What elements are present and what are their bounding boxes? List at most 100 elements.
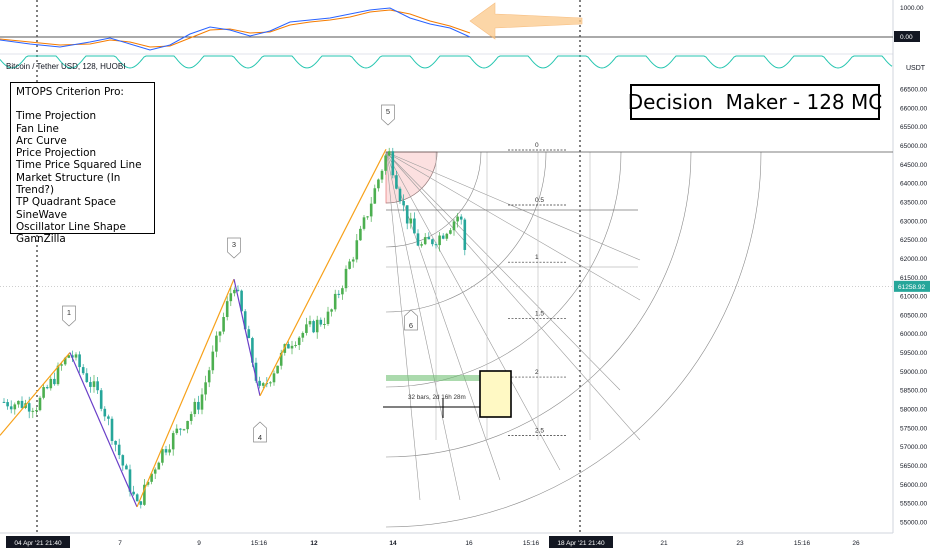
criteria-item: Time Price Squared Line — [16, 159, 142, 172]
candle-body — [143, 484, 146, 505]
price-tick-label: 65500.00 — [900, 124, 927, 131]
candle — [441, 233, 445, 240]
indicator-pane: 1000.00 0.00 — [0, 2, 924, 69]
arc-curve — [385, 151, 547, 313]
price-tick-label: 55000.00 — [900, 520, 927, 527]
oscillator-main-line — [0, 7, 471, 51]
price-zone — [386, 375, 492, 381]
time-tick-label: 14 — [389, 540, 397, 547]
candle — [103, 406, 107, 422]
candle-body — [63, 357, 67, 365]
price-tick-label: 64500.00 — [900, 162, 927, 169]
price-tick-label: 62500.00 — [900, 237, 927, 244]
current-price-tag — [894, 280, 930, 292]
callout-text: 4 — [258, 433, 262, 442]
fib-level-label: 1 — [535, 254, 539, 261]
candle-body — [387, 151, 391, 156]
candle-body — [391, 151, 395, 176]
candle-body — [369, 203, 373, 217]
candle-body — [463, 219, 467, 250]
candle-body — [146, 481, 150, 485]
candle — [236, 285, 240, 292]
candle-body — [362, 217, 366, 229]
candle — [323, 317, 326, 329]
candle — [290, 340, 294, 355]
candle — [222, 312, 225, 335]
time-tick-label: 23 — [736, 540, 744, 547]
decision-maker-box[interactable]: Decision Maker - 128 MC — [628, 84, 882, 120]
wave-label: 4 — [253, 421, 267, 443]
price-tick-label: 58500.00 — [900, 388, 927, 395]
candle-body — [459, 216, 463, 220]
price-tick-label: 66000.00 — [900, 105, 927, 112]
time-tick-label: 7 — [118, 540, 122, 547]
candle — [348, 258, 351, 270]
candle-body — [215, 335, 218, 352]
fan-line — [385, 151, 501, 481]
candle — [204, 375, 207, 401]
candle — [31, 407, 35, 419]
candle — [6, 399, 9, 410]
candle-body — [168, 449, 171, 453]
candle — [261, 381, 265, 389]
candle — [258, 376, 261, 389]
candle-body — [233, 289, 236, 294]
candle — [272, 370, 276, 386]
candle — [240, 289, 243, 313]
candle-body — [92, 381, 96, 387]
candle-body — [355, 240, 359, 260]
candle-body — [416, 233, 420, 246]
candle — [233, 287, 236, 297]
time-tick-label: 26 — [852, 540, 860, 547]
callout-shape — [227, 237, 241, 259]
candle — [377, 178, 380, 192]
candle-body — [344, 268, 348, 289]
time-tick-label: 18 Apr '21 21:40 — [557, 540, 605, 547]
candle — [456, 213, 459, 228]
candle — [229, 287, 233, 307]
candle-body — [333, 293, 337, 310]
time-marker-tag — [6, 536, 70, 548]
candle — [81, 364, 85, 376]
candle-body — [182, 429, 186, 431]
price-tick-label: 59000.00 — [900, 369, 927, 376]
candle-body — [139, 501, 143, 505]
candle-body — [189, 414, 193, 421]
candle-body — [179, 428, 182, 430]
candle-body — [337, 293, 341, 295]
oscillator-signal-line — [0, 9, 471, 48]
candle — [351, 256, 355, 268]
candle — [125, 463, 128, 470]
candle — [135, 493, 139, 502]
candle — [2, 398, 6, 403]
callout-shape — [404, 309, 418, 331]
candle-body — [35, 410, 38, 412]
candle — [92, 375, 96, 393]
callout-text: 6 — [409, 321, 413, 330]
candle-body — [409, 218, 413, 224]
candle — [431, 238, 434, 247]
candle — [200, 388, 204, 415]
candle — [305, 317, 308, 336]
candle-body — [297, 337, 301, 346]
time-target-box — [479, 370, 512, 418]
callout-text: 5 — [386, 107, 390, 116]
candle — [42, 384, 45, 400]
candle-body — [272, 373, 276, 383]
criteria-box[interactable]: MTOPS Criterion Pro: Time Projection Fan… — [10, 82, 155, 245]
candle — [186, 420, 189, 434]
candle-body — [323, 323, 326, 325]
candle-body — [96, 381, 99, 391]
candle-body — [398, 188, 402, 201]
indicator-tick-label: 1000.00 — [900, 5, 924, 12]
time-tick-label: 04 Apr '21 21:40 — [14, 540, 62, 547]
candle-body — [315, 319, 319, 333]
candle — [395, 171, 398, 190]
candle — [78, 351, 81, 373]
candle-body — [402, 200, 405, 206]
candle — [164, 445, 168, 456]
candle — [391, 147, 395, 179]
candle-body — [121, 455, 125, 466]
